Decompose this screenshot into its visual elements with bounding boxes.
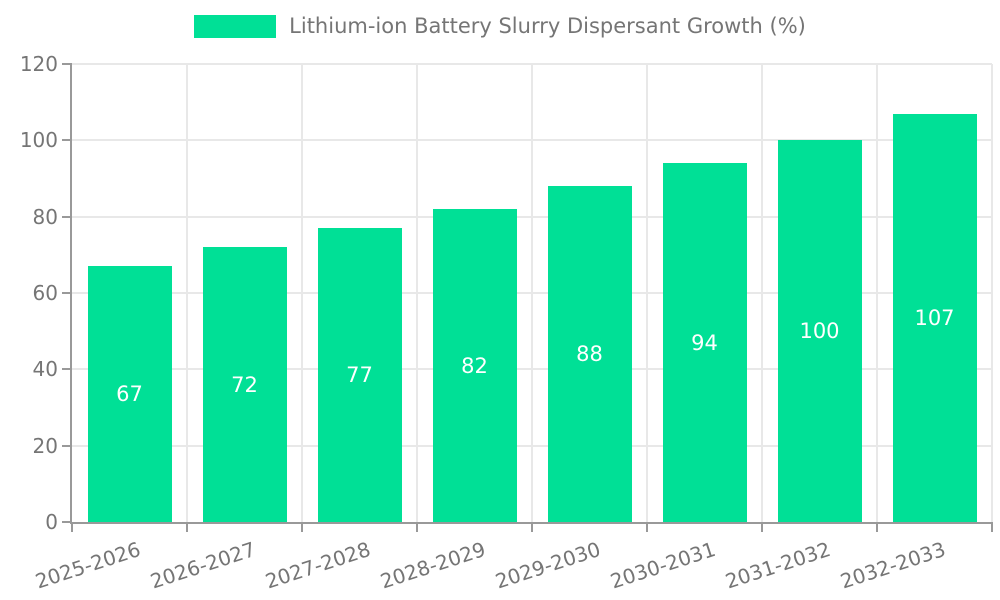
legend-swatch [194, 14, 277, 38]
x-gridline [761, 64, 763, 522]
y-tick [62, 139, 72, 142]
x-gridline [416, 64, 418, 522]
y-tick-label: 0 [45, 510, 58, 534]
bar[interactable]: 107 [892, 113, 977, 522]
bar-value-label: 100 [799, 319, 840, 344]
x-tick [991, 522, 993, 532]
bar[interactable]: 67 [87, 266, 172, 522]
bar-value-label: 77 [346, 363, 373, 388]
x-tick [301, 522, 303, 532]
y-tick-label: 20 [32, 433, 58, 458]
x-gridline [301, 64, 303, 522]
x-tick [416, 522, 418, 532]
legend-label: Lithium-ion Battery Slurry Dispersant Gr… [289, 14, 806, 38]
x-tick [531, 522, 533, 532]
y-tick [62, 215, 72, 218]
y-tick [62, 368, 72, 371]
y-tick-label: 40 [32, 357, 58, 382]
bar-value-label: 107 [914, 305, 955, 330]
x-tick [186, 522, 188, 532]
y-tick [62, 63, 72, 65]
bar[interactable]: 72 [202, 247, 287, 522]
y-tick-label: 80 [32, 204, 58, 229]
x-gridline [876, 64, 878, 522]
y-tick-label: 100 [19, 128, 58, 153]
x-gridline [186, 64, 188, 522]
bar[interactable]: 88 [547, 186, 632, 522]
x-tick [876, 522, 878, 532]
y-tick [62, 292, 72, 294]
x-tick [761, 522, 763, 532]
x-gridline [531, 64, 533, 522]
y-tick [62, 521, 72, 523]
bar-value-label: 72 [231, 372, 258, 397]
bar-value-label: 82 [461, 353, 488, 378]
y-tick-label: 60 [32, 281, 58, 305]
bar[interactable]: 100 [777, 140, 862, 522]
y-axis-line [70, 64, 72, 524]
legend-item[interactable]: Lithium-ion Battery Slurry Dispersant Gr… [0, 14, 1000, 38]
x-tick [71, 522, 73, 532]
bar[interactable]: 94 [662, 163, 747, 522]
bar-value-label: 67 [116, 382, 143, 407]
bar-value-label: 94 [691, 330, 718, 355]
x-gridline [991, 64, 993, 522]
bar-value-label: 88 [576, 342, 603, 367]
bar[interactable]: 82 [432, 209, 517, 522]
bar[interactable]: 77 [317, 228, 402, 522]
y-tick [62, 444, 72, 447]
x-axis-line [70, 522, 992, 524]
x-gridline [646, 64, 648, 522]
y-tick-label: 120 [19, 52, 58, 76]
x-tick [646, 522, 648, 532]
